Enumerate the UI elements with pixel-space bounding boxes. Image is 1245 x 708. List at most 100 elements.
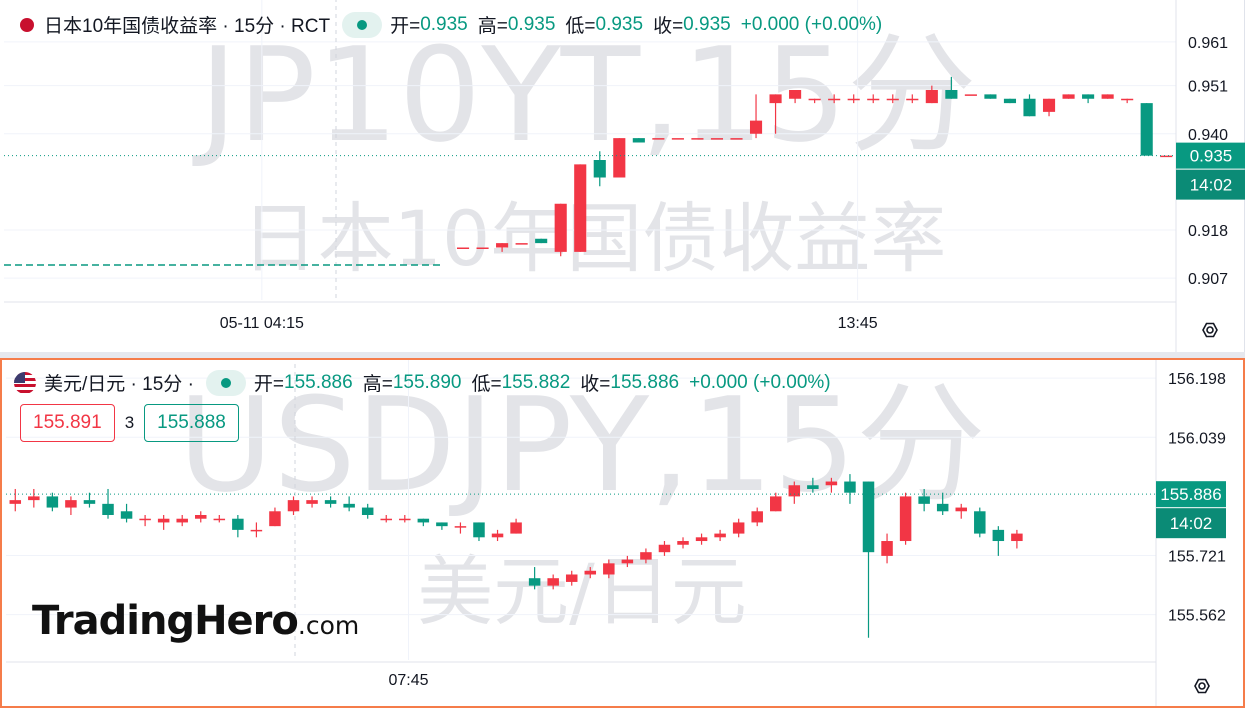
candle-body — [749, 120, 763, 134]
market-status-icon[interactable] — [205, 369, 246, 396]
time-axis-tick: 07:45 — [388, 672, 428, 689]
candle-body — [770, 496, 782, 512]
candle-body — [417, 518, 430, 523]
buy-price-button[interactable]: 155.888 — [144, 404, 239, 442]
usdjpy-symbol-title[interactable]: 美元/日元 · 15分 · — [44, 374, 194, 395]
close-label: 收= — [653, 16, 684, 37]
open-label: 开= — [390, 16, 421, 37]
candle-body — [732, 522, 745, 534]
last-price-badge-bg — [1156, 481, 1226, 508]
candle-body — [1121, 98, 1134, 101]
candle-body — [658, 544, 671, 553]
low-label: 低= — [565, 16, 596, 37]
candle-body — [9, 500, 22, 504]
candle-body — [807, 485, 819, 489]
time-axis-tick: 13:45 — [838, 315, 878, 332]
market-status-icon[interactable] — [342, 11, 383, 38]
high-label: 高= — [362, 374, 393, 395]
open-label: 开= — [253, 374, 285, 395]
countdown-label: 14:02 — [1170, 514, 1213, 533]
candle-body — [269, 511, 281, 527]
candle-body — [769, 94, 782, 104]
candle-body — [844, 481, 856, 493]
candle-body — [584, 570, 597, 575]
candle-body — [751, 511, 763, 523]
bid-ask-panel: 155.891 3 155.888 — [20, 404, 239, 442]
candle-body — [964, 94, 977, 96]
candle-body — [992, 529, 1005, 542]
price-axis-tick: 0.940 — [1188, 127, 1228, 144]
tradinghero-logo: TradingHero.com — [32, 598, 360, 644]
candle-body — [593, 160, 606, 178]
jp10y-chart-pane[interactable]: JP10YT,15分 日本10年国债收益率 0.961 0.951 0.940 0.918… — [0, 0, 1245, 352]
candle-body — [554, 203, 567, 252]
price-axis-tick: 156.198 — [1168, 371, 1226, 388]
candle-body — [46, 496, 59, 508]
candle-body — [1140, 103, 1153, 156]
jp10y-symbol-title[interactable]: 日本10年国债收益率 · 15分 · RCT — [44, 16, 331, 37]
candle-body — [195, 515, 207, 519]
watermark-symbol: USDJPY,15分 — [178, 369, 986, 521]
price-axis-tick: 156.039 — [1168, 430, 1226, 447]
price-axis-tick: 0.907 — [1188, 271, 1228, 288]
candle-body — [1082, 94, 1095, 99]
candle-body — [1003, 98, 1017, 104]
sell-price-button[interactable]: 155.891 — [20, 404, 115, 442]
price-axis-tick: 0.918 — [1188, 223, 1228, 240]
candle-body — [491, 533, 504, 538]
high-value: 155.890 — [392, 371, 462, 393]
candle-body — [881, 541, 893, 556]
candle-body — [343, 503, 355, 508]
last-price-label: 0.935 — [1190, 147, 1233, 166]
candle-body — [847, 98, 860, 101]
candle-body — [28, 496, 40, 501]
candle-body — [730, 138, 743, 140]
candle-body — [788, 485, 801, 497]
candle-body — [828, 98, 841, 101]
countdown-badge-bg — [1156, 508, 1226, 539]
candle-body — [640, 552, 652, 560]
price-axis-tick: 155.721 — [1168, 549, 1226, 566]
watermark-symbol: JP10YT,15分 — [192, 19, 977, 171]
watermark-name: 日本10年国债收益率 — [242, 194, 947, 283]
candle-body — [306, 500, 318, 504]
us-flag-icon — [14, 371, 36, 394]
candle-body — [250, 529, 263, 532]
candle-body — [176, 518, 188, 523]
close-label: 收= — [580, 374, 611, 395]
candle-body — [808, 98, 821, 101]
candle-body — [1160, 155, 1173, 158]
candle-body — [436, 522, 448, 527]
close-value: 0.935 — [683, 13, 731, 35]
change-value: +0.000 (+0.00%) — [689, 371, 831, 393]
countdown-label: 14:02 — [1190, 176, 1233, 195]
candle-body — [671, 138, 684, 140]
settings-gear-icon[interactable] — [1188, 672, 1216, 700]
last-price-label: 155.886 — [1160, 485, 1221, 504]
candle-body — [380, 518, 392, 521]
change-value: +0.000 (+0.00%) — [740, 13, 883, 35]
candle-body — [476, 247, 489, 249]
price-axis-tick: 155.562 — [1168, 608, 1226, 625]
last-price-badge: 155.886 14:02 — [1156, 481, 1226, 539]
low-value: 0.935 — [595, 13, 644, 35]
settings-gear-icon[interactable] — [1196, 316, 1224, 344]
pane-divider[interactable] — [0, 352, 1245, 358]
candle-body — [862, 481, 875, 553]
candle-body — [899, 496, 912, 542]
candle-body — [691, 138, 704, 140]
candle-body — [632, 138, 645, 143]
watermark-name: 美元/日元 — [417, 547, 747, 636]
candle-body — [789, 90, 802, 99]
candle-body — [1062, 94, 1075, 99]
candle-body — [710, 138, 724, 140]
candle-body — [825, 481, 838, 486]
candle-body — [677, 541, 689, 545]
candle-body — [213, 518, 226, 521]
candle-body — [102, 503, 114, 515]
candle-body — [157, 518, 170, 523]
candle-body — [139, 518, 151, 521]
usdjpy-chart-pane[interactable]: USDJPY,15分美元/日元 156.198 156.039 155.721 155.… — [0, 358, 1245, 708]
